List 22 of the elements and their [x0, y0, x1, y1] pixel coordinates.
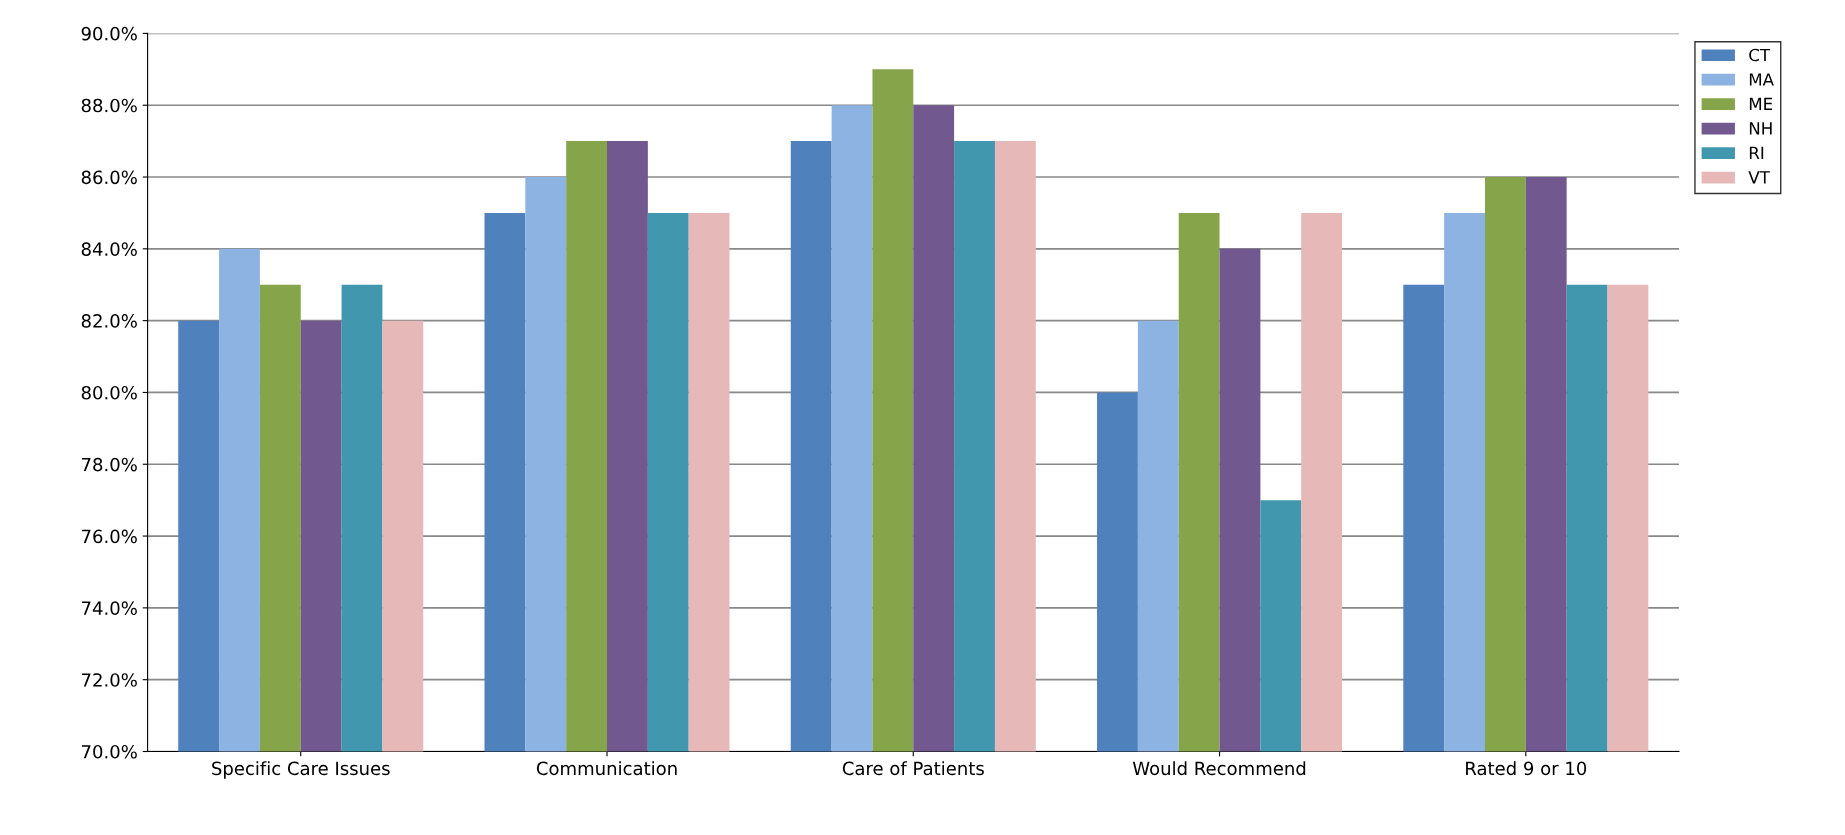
y-tick-label: 78.0%: [82, 457, 137, 472]
x-tick-label: Specific Care Issues: [212, 761, 390, 779]
legend-label: ME: [1749, 97, 1773, 110]
y-tick-label: 70.0%: [82, 744, 137, 759]
y-tick-label: 88.0%: [81, 98, 137, 113]
y-tick-label: 72.0%: [82, 673, 137, 687]
legend-label: VT: [1748, 171, 1770, 184]
y-tick-label: 80.0%: [81, 385, 137, 400]
y-tick-label: 76.0%: [82, 529, 137, 544]
legend-label: CT: [1749, 48, 1771, 62]
legend-label: NH: [1749, 122, 1772, 135]
x-tick-label: Would Recommend: [1132, 761, 1306, 776]
x-tick-label: Care of Patients: [842, 761, 984, 776]
y-tick-label: 90.0%: [81, 26, 137, 41]
y-tick-label: 82.0%: [81, 314, 137, 328]
y-tick-label: 86.0%: [81, 170, 137, 185]
legend-label: MA: [1749, 73, 1774, 86]
y-tick-label: 84.0%: [81, 242, 137, 256]
x-tick-label: Rated 9 or 10: [1466, 761, 1587, 776]
y-tick-label: 74.0%: [82, 601, 137, 615]
x-tick-label: Communication: [536, 761, 677, 776]
legend-label: RI: [1749, 146, 1764, 159]
